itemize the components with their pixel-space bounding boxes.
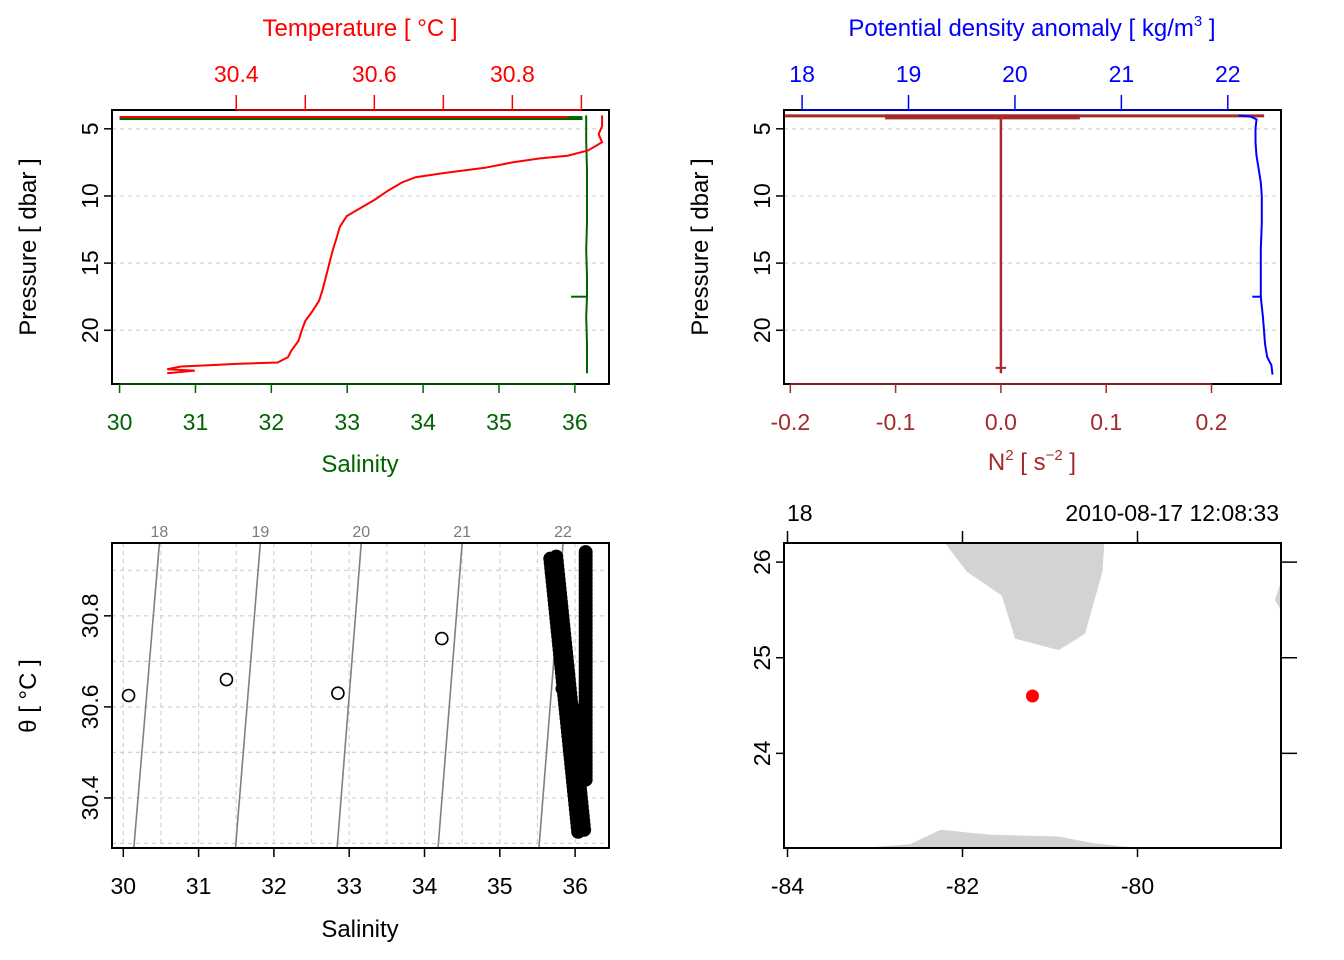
pressure-tick-label: 10 <box>77 183 103 209</box>
ts-point <box>219 672 234 687</box>
ts-gridlines <box>112 543 609 848</box>
ts-profile-axes: 5 10 15 20 30 31 32 33 34 35 36 30.4 30.6 30.8 <box>77 61 588 435</box>
temperature-profile-line <box>167 115 604 375</box>
ts-profile-frame <box>111 109 610 385</box>
salinity-axis-title: Salinity <box>321 916 398 943</box>
pressure-tick-label: 10 <box>749 183 775 209</box>
isopycnal-label: 19 <box>251 524 269 541</box>
salinity-tick-label: 36 <box>562 873 588 899</box>
salinity-tick-label: 31 <box>186 873 212 899</box>
n2-surface-band <box>885 114 1080 120</box>
map-frame <box>783 542 1282 849</box>
density-axis-title: Potential density anomaly [ kg/m3 ] <box>848 13 1215 42</box>
isopycnal-label: 18 <box>151 524 169 541</box>
pressure-tick-label: 5 <box>77 122 103 135</box>
station-marker <box>1026 689 1039 703</box>
ts-point <box>578 772 593 787</box>
salinity-profile-line <box>585 115 588 374</box>
latitude-tick-label: 26 <box>749 549 775 575</box>
station-time-label: 2010-08-17 12:08:33 <box>1065 500 1279 526</box>
temperature-axis-title: Temperature [ °C ] <box>263 15 458 42</box>
isopycnal-line <box>437 543 463 848</box>
temperature-tick-label: 30.4 <box>214 61 259 87</box>
density-tick-label: 22 <box>1215 61 1241 87</box>
theta-tick-label: 30.6 <box>77 684 103 729</box>
density-profile-line <box>1238 114 1274 375</box>
ts-scatter-points <box>121 545 593 839</box>
ts-point <box>331 686 345 701</box>
salinity-tick-label: 33 <box>336 873 362 899</box>
pressure-axis-title: Pressure [ dbar ] <box>15 158 42 335</box>
salinity-tick-label: 30 <box>107 409 133 435</box>
land-polygon <box>784 829 1138 848</box>
longitude-tick-label: -82 <box>946 873 979 899</box>
temperature-surface-spike <box>119 116 568 119</box>
density-tick-label: 21 <box>1109 61 1135 87</box>
density-n2-frame <box>783 109 1282 385</box>
n2-tick-label: -0.1 <box>876 409 916 435</box>
ts-profile-panel: 5 10 15 20 30 31 32 33 34 35 36 30.4 30.6 30.8 Temper… <box>15 15 610 478</box>
land-polygon <box>945 543 1105 651</box>
density-n2-panel: 5 10 15 20 -0.2 -0.1 0.0 0.1 0.2 18 19 20 21 22 Poten… <box>687 13 1282 476</box>
pressure-axis-title: Pressure [ dbar ] <box>687 158 714 335</box>
isopycnal-label: 20 <box>352 524 370 541</box>
latitude-tick-label: 24 <box>749 740 775 766</box>
isopycnal-line <box>133 543 161 848</box>
station-index-label: 18 <box>787 500 813 526</box>
pressure-tick-label: 20 <box>749 317 775 343</box>
theta-axis-title: θ [ °C ] <box>15 659 42 733</box>
isopycnal-label: 21 <box>453 524 471 541</box>
longitude-tick-label: -84 <box>771 873 804 899</box>
pressure-gridlines <box>784 128 1281 331</box>
longitude-tick-label: -80 <box>1121 873 1154 899</box>
temperature-tick-label: 30.6 <box>352 61 397 87</box>
salinity-tick-label: 33 <box>334 409 360 435</box>
ts-profile-lines <box>119 115 604 375</box>
pressure-tick-label: 15 <box>749 250 775 276</box>
salinity-tick-label: 31 <box>183 409 209 435</box>
ts-diagram-axes: 30 31 32 33 34 35 36 30.4 30.6 30.8 <box>77 593 588 899</box>
map-land-and-station <box>784 543 1281 848</box>
isopycnal-line <box>234 543 262 848</box>
pressure-gridlines <box>112 128 609 331</box>
salinity-axis-title: Salinity <box>321 451 398 478</box>
salinity-tick-label: 36 <box>562 409 588 435</box>
temperature-tick-label: 30.8 <box>490 61 535 87</box>
n2-tick-label: -0.2 <box>770 409 810 435</box>
map-axes: -84 -82 -80 24 25 26 <box>749 531 1297 899</box>
theta-tick-label: 30.4 <box>77 775 103 820</box>
n2-tick-label: 0.1 <box>1090 409 1122 435</box>
station-map-panel: -84 -82 -80 24 25 26 18 2010-08-17 12:08:33 <box>749 500 1297 899</box>
salinity-tick-label: 32 <box>259 409 285 435</box>
density-tick-label: 20 <box>1002 61 1028 87</box>
pressure-tick-label: 20 <box>77 317 103 343</box>
theta-tick-label: 30.8 <box>77 593 103 638</box>
n2-tick-label: 0.2 <box>1196 409 1228 435</box>
salinity-tick-label: 34 <box>412 873 438 899</box>
isopycnal-label: 22 <box>554 524 572 541</box>
density-n2-lines <box>785 114 1274 375</box>
latitude-tick-label: 25 <box>749 645 775 671</box>
ts-point <box>435 631 449 646</box>
pressure-tick-label: 5 <box>749 122 775 135</box>
ts-point <box>121 688 136 703</box>
n2-axis-title: N2 [ s−2 ] <box>988 447 1076 476</box>
density-tick-label: 18 <box>789 61 815 87</box>
salinity-tick-label: 35 <box>487 873 513 899</box>
ts-diagram-frame <box>111 542 610 849</box>
salinity-tick-label: 30 <box>110 873 136 899</box>
ts-diagram-panel: 18 19 20 21 22 30 31 32 33 34 35 36 30.4 30.6 30.8 Sa… <box>15 524 610 943</box>
ts-point <box>571 824 586 839</box>
salinity-tick-label: 34 <box>410 409 436 435</box>
n2-tick-label: 0.0 <box>985 409 1017 435</box>
isopycnal-line <box>336 543 363 848</box>
salinity-tick-label: 35 <box>486 409 512 435</box>
density-tick-label: 19 <box>896 61 922 87</box>
isopycnal-labels: 18 19 20 21 22 <box>151 524 573 541</box>
land-polygon <box>1274 581 1281 610</box>
salinity-tick-label: 32 <box>261 873 287 899</box>
density-n2-axes: 5 10 15 20 -0.2 -0.1 0.0 0.1 0.2 18 19 20 21 22 <box>749 61 1241 435</box>
pressure-tick-label: 15 <box>77 250 103 276</box>
